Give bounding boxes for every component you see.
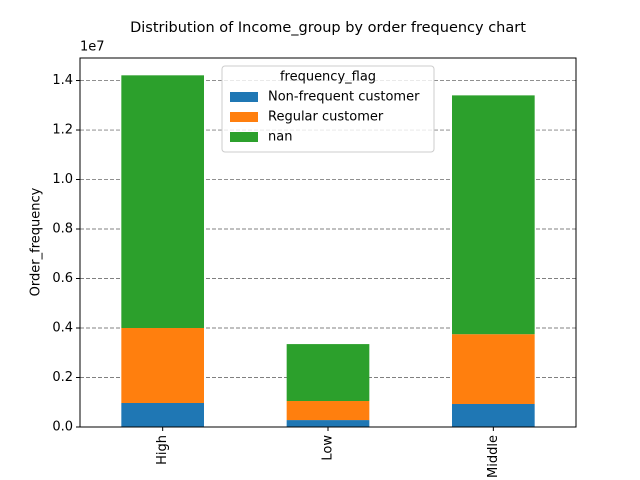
plot-frame xyxy=(79,57,577,428)
bar-segment xyxy=(286,344,370,402)
bar-segment xyxy=(286,401,370,421)
y-tick-label: 1.0 xyxy=(52,172,73,187)
x-tick-label: High xyxy=(155,435,170,465)
legend-label: Non-frequent customer xyxy=(268,90,420,105)
legend-box xyxy=(221,65,435,153)
bar-segment xyxy=(452,403,535,427)
x-tick-label: Low xyxy=(321,435,336,461)
y-tick-label: 0.6 xyxy=(52,271,73,286)
y-tick-label: 1.4 xyxy=(52,73,73,88)
y-offset-label: 1e7 xyxy=(80,40,105,55)
bar-segment xyxy=(286,420,370,427)
legend-swatch xyxy=(230,112,258,122)
y-tick-label: 0.2 xyxy=(52,370,73,385)
chart-title: Distribution of Income_group by order fr… xyxy=(130,20,526,36)
bar-segment xyxy=(452,95,535,335)
legend-swatch xyxy=(230,92,258,102)
x-tick-label: Middle xyxy=(486,435,501,478)
legend-title: frequency_flag xyxy=(280,70,376,85)
y-tick-label: 0.8 xyxy=(52,222,73,237)
y-tick-label: 0.4 xyxy=(52,321,73,336)
bar-segment xyxy=(121,75,204,329)
legend-swatch xyxy=(230,132,258,142)
legend-label: Regular customer xyxy=(268,110,384,125)
bar-segment xyxy=(121,402,204,427)
y-tick-label: 0.0 xyxy=(52,420,73,435)
legend-label: nan xyxy=(268,130,292,145)
y-tick-label: 1.2 xyxy=(52,123,73,138)
bar-segment xyxy=(452,334,535,404)
y-axis-label: Order_frequency xyxy=(29,187,44,296)
bar-segment xyxy=(121,328,204,403)
